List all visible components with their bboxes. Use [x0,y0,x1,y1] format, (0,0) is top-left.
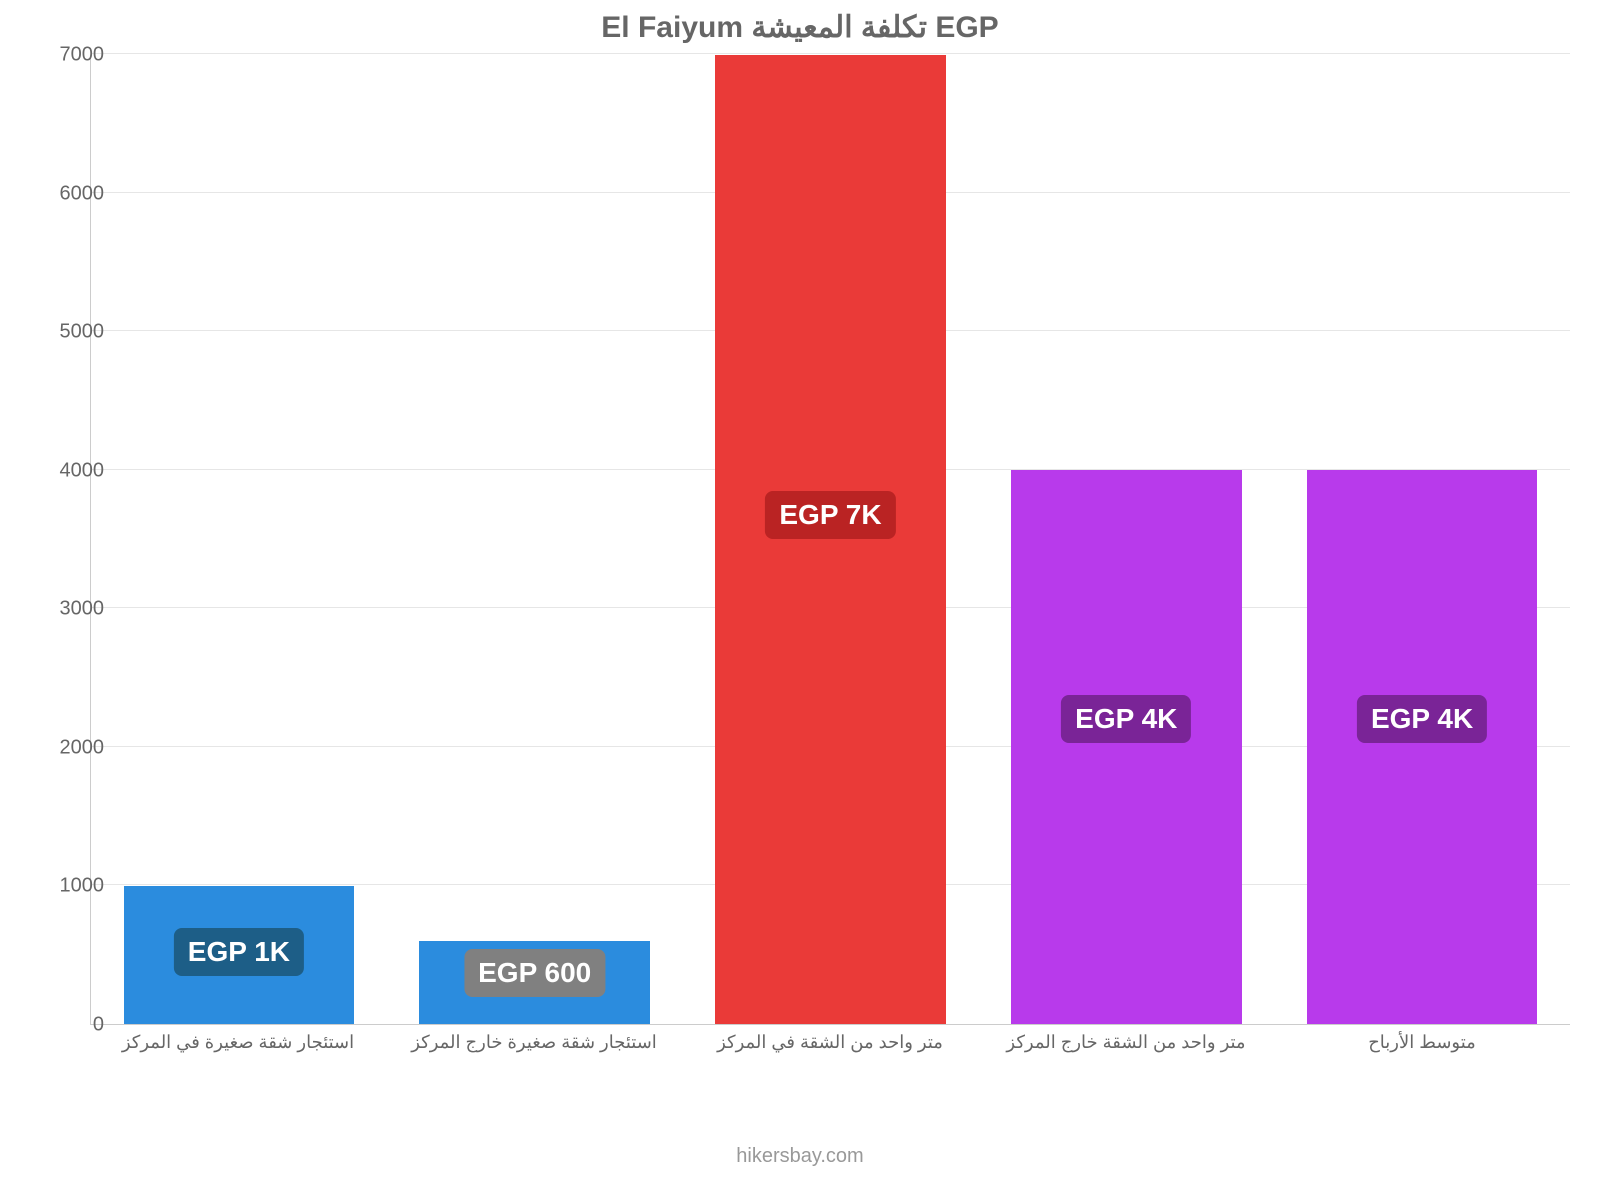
bar: EGP 4K [1307,470,1538,1024]
chart-footer: hikersbay.com [0,1145,1600,1168]
bar-value-label: EGP 1K [174,928,304,976]
grid-line [91,53,1570,54]
x-tick-label: متر واحد من الشقة خارج المركز [978,1032,1274,1053]
y-tick-label: 3000 [24,598,104,621]
bar: EGP 7K [715,55,946,1024]
cost-of-living-chart: El Faiyum تكلفة المعيشة EGP EGP 1K EGP 60… [0,0,1600,1200]
y-tick-label: 6000 [24,182,104,205]
x-tick-label: متوسط الأرباح [1274,1032,1570,1053]
bar-slot: EGP 7K [683,55,979,1024]
bar-value-label: EGP 600 [464,949,605,997]
bar-slot: EGP 1K [91,55,387,1024]
y-tick-label: 7000 [24,44,104,67]
chart-title: El Faiyum تكلفة المعيشة EGP [0,10,1600,45]
x-tick-label: استئجار شقة صغيرة في المركز [90,1032,386,1053]
y-tick-label: 4000 [24,459,104,482]
plot-area: EGP 1K EGP 600 EGP 7K EGP 4K EGP 4K [90,55,1570,1025]
bar: EGP 1K [124,886,355,1024]
y-tick-label: 5000 [24,321,104,344]
bar: EGP 600 [419,941,650,1024]
x-tick-label: متر واحد من الشقة في المركز [682,1032,978,1053]
bars-container: EGP 1K EGP 600 EGP 7K EGP 4K EGP 4K [91,55,1570,1024]
bar-value-label: EGP 4K [1357,695,1487,743]
y-tick-label: 1000 [24,875,104,898]
bar-slot: EGP 4K [978,55,1274,1024]
bar-slot: EGP 4K [1274,55,1570,1024]
bar: EGP 4K [1011,470,1242,1024]
bar-slot: EGP 600 [387,55,683,1024]
bar-value-label: EGP 7K [765,491,895,539]
y-tick-label: 2000 [24,736,104,759]
x-axis-labels: استئجار شقة صغيرة في المركزاستئجار شقة ص… [90,1032,1570,1053]
bar-value-label: EGP 4K [1061,695,1191,743]
x-tick-label: استئجار شقة صغيرة خارج المركز [386,1032,682,1053]
